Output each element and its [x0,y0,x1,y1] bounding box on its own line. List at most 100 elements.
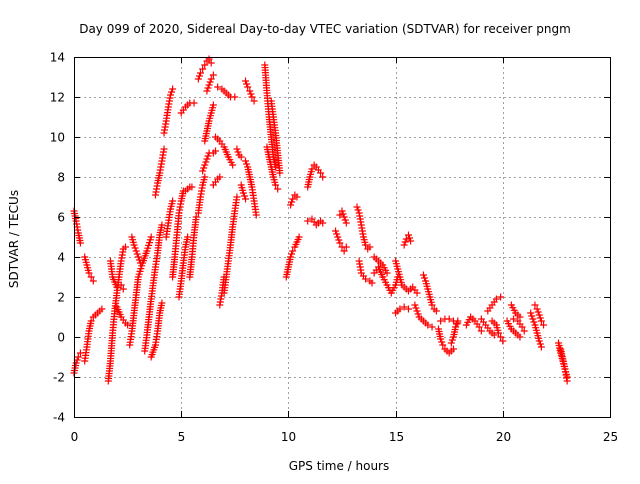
data-point [518,323,526,331]
data-point [242,195,250,203]
data-point [201,173,209,181]
data-point [204,152,212,160]
data-point [201,61,209,69]
data-point [98,305,106,313]
data-point [533,305,541,313]
data-point [407,237,415,245]
data-point [428,301,436,309]
y-tick-label: 0 [57,331,65,345]
data-point [288,250,296,258]
data-point [421,274,429,282]
data-point [205,81,213,89]
data-point [158,299,166,307]
data-point [203,87,211,95]
data-point [205,55,213,63]
data-point [452,323,460,331]
data-point [242,157,250,165]
y-tick-label: 14 [50,51,65,65]
data-point [535,311,543,319]
x-axis-label: GPS time / hours [289,459,390,473]
data-point [147,233,155,241]
data-point [540,321,548,329]
data-point [499,337,507,345]
data-point [247,90,255,98]
data-point [495,329,503,337]
data-point [536,314,544,322]
data-point [530,318,538,326]
data-point [413,289,421,297]
data-point [490,331,498,339]
data-point [404,231,412,239]
x-tick-label: 25 [603,430,618,444]
data-point [160,145,168,153]
data-point [531,301,539,309]
data-point [136,259,144,267]
data-point [342,243,350,251]
data-point [492,295,500,303]
data-point [188,183,196,191]
data-point [220,273,228,281]
data-point [536,340,544,348]
data-point [510,315,518,323]
data-point [134,253,142,261]
data-point [234,148,242,156]
data-point [334,233,342,241]
data-point [516,313,524,321]
data-point [383,269,391,277]
data-point [252,211,260,219]
data-point [287,201,295,209]
data-point [207,59,215,67]
data-point [563,377,571,385]
data-points [70,55,571,385]
data-point [339,210,347,218]
data-point [340,213,348,221]
y-tick-label: 10 [50,131,65,145]
data-point [437,317,445,325]
data-point [342,219,350,227]
axis-ticks: 0 5 10 15 20 25 -4 -2 0 2 4 6 8 10 12 14 [50,51,618,445]
data-point [497,293,505,301]
data-point [402,235,410,243]
data-point [319,219,327,227]
data-point [158,221,166,229]
data-point [133,250,141,258]
data-point [74,353,82,361]
chart-title: Day 099 of 2020, Sidereal Day-to-day VTE… [79,22,571,36]
data-point [362,241,370,249]
data-point [201,161,209,169]
data-point [317,169,325,177]
data-point [244,83,252,91]
data-point [246,87,254,95]
data-point [72,359,80,367]
data-point [229,161,237,169]
data-point [449,345,457,353]
data-point [439,341,447,349]
y-tick-label: 4 [57,251,65,265]
data-point [293,193,301,201]
data-point [332,227,340,235]
data-point [319,173,327,181]
data-point [87,273,95,281]
data-point [475,323,483,331]
y-tick-label: 2 [57,291,65,305]
x-tick-label: 15 [389,430,404,444]
data-point [209,101,217,109]
data-point [243,80,251,88]
data-point [243,160,251,168]
y-tick-label: -4 [53,411,65,425]
data-point [401,238,409,246]
y-axis-label: SDTVAR / TECUs [7,190,21,288]
y-tick-label: 8 [57,171,65,185]
data-point [287,253,295,261]
data-point [354,206,362,214]
data-point [516,333,524,341]
data-point [412,304,420,312]
data-point [203,155,211,163]
data-point [396,305,404,313]
y-tick-label: -2 [53,371,65,385]
data-point [340,247,348,255]
data-point [207,75,215,83]
data-point [454,317,462,325]
data-point [529,315,537,323]
x-tick-label: 0 [71,430,79,444]
